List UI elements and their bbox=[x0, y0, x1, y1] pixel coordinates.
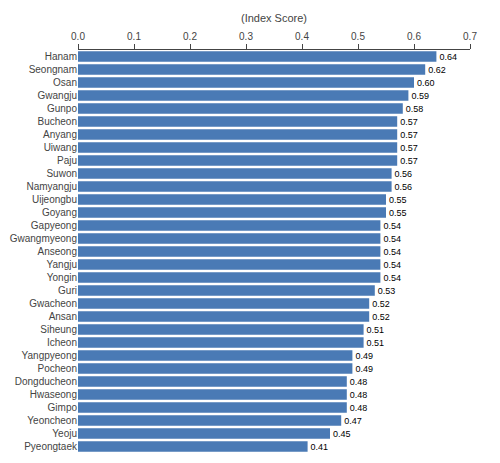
svg-text:0.0: 0.0 bbox=[71, 31, 85, 42]
svg-text:Gapyeong: Gapyeong bbox=[31, 220, 77, 231]
svg-text:0.7: 0.7 bbox=[463, 31, 477, 42]
svg-text:Seongnam: Seongnam bbox=[29, 64, 77, 75]
svg-text:Dongducheon: Dongducheon bbox=[15, 376, 77, 387]
svg-text:0.52: 0.52 bbox=[372, 299, 390, 309]
svg-text:0.49: 0.49 bbox=[355, 351, 373, 361]
svg-text:Siheung: Siheung bbox=[40, 324, 77, 335]
svg-text:Uiwang: Uiwang bbox=[44, 142, 77, 153]
svg-text:0.56: 0.56 bbox=[395, 169, 413, 179]
svg-text:Hanam: Hanam bbox=[45, 51, 77, 62]
svg-text:0.5: 0.5 bbox=[351, 31, 365, 42]
svg-text:0.59: 0.59 bbox=[411, 91, 429, 101]
svg-text:Namyangju: Namyangju bbox=[26, 181, 77, 192]
svg-text:Gimpo: Gimpo bbox=[48, 402, 78, 413]
svg-text:0.54: 0.54 bbox=[383, 221, 401, 231]
svg-text:Pyeongtaek: Pyeongtaek bbox=[24, 441, 78, 452]
svg-text:Yeoncheon: Yeoncheon bbox=[27, 415, 77, 426]
svg-text:Goyang: Goyang bbox=[42, 207, 77, 218]
svg-text:Uijeongbu: Uijeongbu bbox=[32, 194, 77, 205]
svg-text:0.54: 0.54 bbox=[383, 247, 401, 257]
svg-text:Ansan: Ansan bbox=[49, 311, 77, 322]
svg-text:Yangju: Yangju bbox=[47, 259, 77, 270]
svg-text:0.41: 0.41 bbox=[311, 442, 329, 452]
svg-text:Yangpyeong: Yangpyeong bbox=[22, 350, 77, 361]
svg-text:0.3: 0.3 bbox=[239, 31, 253, 42]
svg-text:0.64: 0.64 bbox=[439, 52, 457, 62]
svg-text:Bucheon: Bucheon bbox=[38, 116, 77, 127]
svg-text:0.53: 0.53 bbox=[378, 286, 396, 296]
svg-text:0.4: 0.4 bbox=[295, 31, 309, 42]
svg-text:Anseong: Anseong bbox=[38, 246, 77, 257]
svg-text:0.49: 0.49 bbox=[355, 364, 373, 374]
svg-text:0.2: 0.2 bbox=[183, 31, 197, 42]
svg-text:0.48: 0.48 bbox=[350, 390, 368, 400]
svg-text:Anyang: Anyang bbox=[43, 129, 77, 140]
svg-text:Yeoju: Yeoju bbox=[52, 428, 77, 439]
svg-text:0.6: 0.6 bbox=[407, 31, 421, 42]
svg-text:0.48: 0.48 bbox=[350, 403, 368, 413]
svg-text:0.55: 0.55 bbox=[389, 195, 407, 205]
svg-text:0.60: 0.60 bbox=[417, 78, 435, 88]
svg-text:Gwangmyeong: Gwangmyeong bbox=[10, 233, 77, 244]
svg-text:Gwacheon: Gwacheon bbox=[29, 298, 77, 309]
svg-text:0.57: 0.57 bbox=[400, 117, 418, 127]
svg-text:Guri: Guri bbox=[58, 285, 77, 296]
svg-text:0.58: 0.58 bbox=[406, 104, 424, 114]
svg-text:0.51: 0.51 bbox=[367, 338, 385, 348]
svg-text:Suwon: Suwon bbox=[46, 168, 77, 179]
svg-text:0.57: 0.57 bbox=[400, 130, 418, 140]
svg-text:0.55: 0.55 bbox=[389, 208, 407, 218]
svg-text:0.52: 0.52 bbox=[372, 312, 390, 322]
svg-text:Gunpo: Gunpo bbox=[47, 103, 77, 114]
svg-text:0.62: 0.62 bbox=[428, 65, 446, 75]
svg-text:0.47: 0.47 bbox=[344, 416, 362, 426]
svg-text:0.45: 0.45 bbox=[333, 429, 351, 439]
svg-text:0.54: 0.54 bbox=[383, 273, 401, 283]
svg-text:Hwaseong: Hwaseong bbox=[30, 389, 77, 400]
svg-text:Paju: Paju bbox=[57, 155, 77, 166]
svg-text:0.48: 0.48 bbox=[350, 377, 368, 387]
svg-text:0.1: 0.1 bbox=[127, 31, 141, 42]
svg-text:Gwangju: Gwangju bbox=[38, 90, 77, 101]
svg-text:0.57: 0.57 bbox=[400, 156, 418, 166]
svg-text:0.54: 0.54 bbox=[383, 234, 401, 244]
svg-text:Yongin: Yongin bbox=[47, 272, 77, 283]
svg-text:(Index Score): (Index Score) bbox=[241, 12, 307, 24]
svg-text:0.51: 0.51 bbox=[367, 325, 385, 335]
svg-text:Icheon: Icheon bbox=[47, 337, 77, 348]
svg-text:0.54: 0.54 bbox=[383, 260, 401, 270]
svg-text:Pocheon: Pocheon bbox=[38, 363, 77, 374]
svg-text:0.56: 0.56 bbox=[395, 182, 413, 192]
svg-text:Osan: Osan bbox=[53, 77, 77, 88]
svg-text:0.57: 0.57 bbox=[400, 143, 418, 153]
